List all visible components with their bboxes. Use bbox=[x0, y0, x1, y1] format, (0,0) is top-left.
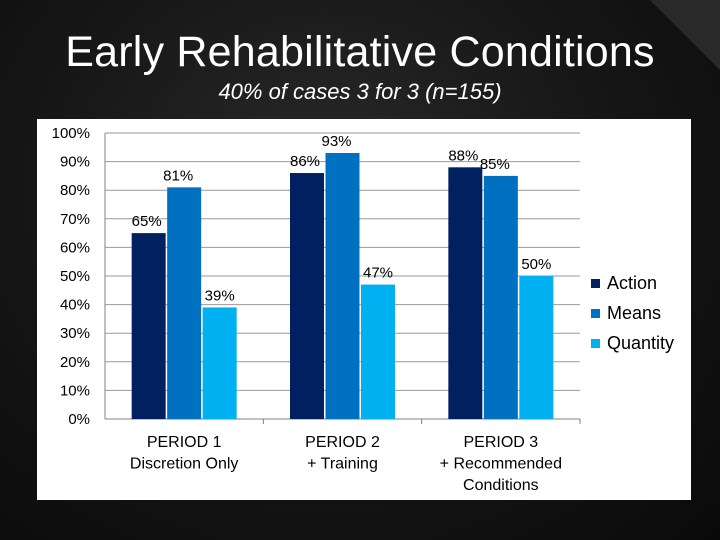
bar-quantity bbox=[361, 284, 395, 419]
x-category-label: Discretion Only bbox=[130, 456, 238, 473]
bar-quantity bbox=[519, 276, 554, 419]
y-tick-label: 0% bbox=[68, 411, 90, 428]
y-tick-label: 40% bbox=[60, 297, 90, 314]
y-tick-label: 80% bbox=[60, 182, 90, 199]
bar-means bbox=[167, 187, 202, 419]
data-label: 81% bbox=[163, 167, 193, 184]
x-category-label: PERIOD 2 bbox=[305, 434, 380, 451]
data-label: 93% bbox=[321, 133, 351, 150]
chart-legend: Action Means Quantity bbox=[591, 268, 711, 358]
data-label: 50% bbox=[521, 256, 551, 273]
bar-action bbox=[448, 167, 483, 419]
x-category-label: Conditions bbox=[463, 477, 539, 494]
y-tick-label: 90% bbox=[60, 154, 90, 171]
y-tick-label: 20% bbox=[60, 354, 90, 371]
bar-action bbox=[290, 173, 324, 419]
legend-item-means: Means bbox=[591, 298, 711, 328]
bar-quantity bbox=[202, 307, 237, 419]
slide-subtitle: 40% of cases 3 for 3 (n=155) bbox=[218, 79, 502, 104]
data-label: 88% bbox=[448, 147, 478, 164]
x-category-label: + Recommended bbox=[440, 456, 562, 473]
y-tick-label: 70% bbox=[60, 211, 90, 228]
data-label: 47% bbox=[363, 265, 393, 282]
y-tick-label: 30% bbox=[60, 325, 90, 342]
legend-label-action: Action bbox=[607, 272, 658, 293]
bar-action bbox=[131, 233, 166, 419]
bar-means bbox=[483, 175, 518, 419]
legend-swatch-action bbox=[591, 278, 600, 288]
y-tick-label: 10% bbox=[60, 382, 90, 399]
legend-swatch-quantity bbox=[591, 338, 600, 348]
data-label: 39% bbox=[205, 287, 235, 304]
legend-label-means: Means bbox=[607, 302, 662, 323]
data-label: 85% bbox=[480, 156, 510, 173]
legend-label-quantity: Quantity bbox=[607, 332, 675, 353]
corner-decoration bbox=[650, 0, 720, 70]
legend-swatch-means bbox=[591, 308, 600, 318]
bar-means bbox=[325, 153, 360, 419]
legend-item-action: Action bbox=[591, 268, 711, 298]
y-tick-label: 100% bbox=[52, 125, 90, 142]
data-label: 86% bbox=[290, 153, 320, 170]
legend-item-quantity: Quantity bbox=[591, 328, 711, 358]
y-tick-label: 50% bbox=[60, 268, 90, 285]
y-tick-label: 60% bbox=[60, 239, 90, 256]
x-category-label: PERIOD 3 bbox=[463, 434, 538, 451]
slide-title: Early Rehabilitative Conditions bbox=[65, 28, 655, 76]
x-category-label: PERIOD 1 bbox=[147, 434, 222, 451]
x-category-label: + Training bbox=[307, 456, 378, 473]
data-label: 65% bbox=[132, 213, 162, 230]
